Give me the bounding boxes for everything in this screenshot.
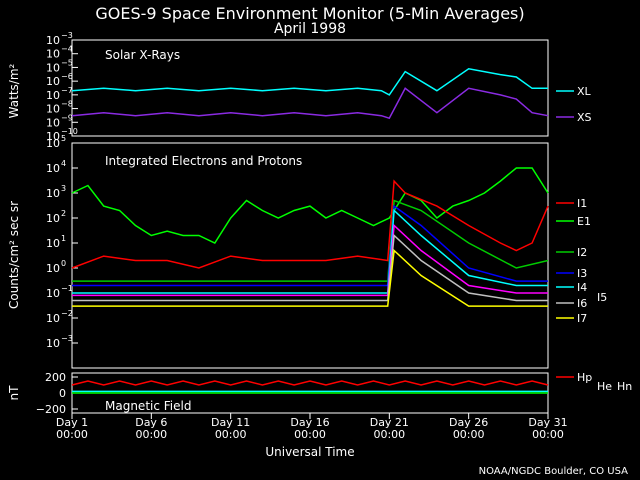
y-tick-exponent: −2 (61, 309, 73, 318)
legend-I7: I7 (577, 312, 587, 325)
x-tick-label-time: 00:00 (453, 428, 485, 441)
y-tick-exponent: −1 (61, 284, 73, 293)
y-tick-label: 10 (46, 162, 60, 175)
particle-series (71, 167, 549, 307)
xray-ylabel: Watts/m² (7, 63, 21, 118)
y-tick-exponent: 1 (61, 234, 66, 243)
y-tick-exponent: 4 (61, 159, 66, 168)
y-tick-exponent: 0 (61, 259, 66, 268)
x-tick-label-time: 00:00 (294, 428, 326, 441)
y-tick-exponent: −4 (61, 45, 73, 54)
legend-XL: XL (577, 85, 592, 98)
y-tick-label: 10 (46, 137, 60, 150)
x-tick-label-time: 00:00 (215, 428, 247, 441)
y-tick-exponent: 3 (61, 184, 66, 193)
legend-Hp: Hp (577, 371, 592, 384)
x-tick-label: Day 21 (370, 416, 409, 429)
x-tick-label: Day 11 (211, 416, 250, 429)
series-E1 (71, 167, 549, 244)
magnetic-panel-label: Magnetic Field (105, 399, 191, 413)
series-I6 (72, 233, 548, 302)
y-tick-label: −200 (36, 403, 66, 416)
series-XL (71, 68, 548, 96)
y-tick-exponent: −8 (61, 100, 73, 109)
magnetic-y-ticks: 200 0 −200 (36, 371, 78, 416)
y-tick-label: 10 (46, 116, 60, 129)
x-tick-label: Day 1 (56, 416, 88, 429)
legend-I1: I1 (577, 197, 587, 210)
y-tick-label: 10 (46, 34, 60, 47)
y-tick-label: 10 (46, 312, 60, 325)
y-tick-label: 200 (45, 371, 66, 384)
legend-XS: XS (577, 111, 592, 124)
series-I2 (72, 199, 549, 282)
x-axis-label: Universal Time (265, 445, 354, 459)
legend-I5: I5 (597, 291, 607, 304)
y-tick-exponent: −7 (61, 86, 73, 95)
xray-series (71, 68, 549, 120)
y-tick-exponent: −5 (61, 58, 73, 67)
magnetic-series (71, 380, 549, 394)
y-tick-label: 10 (46, 262, 60, 275)
series-I1 (71, 179, 549, 269)
y-tick-exponent: 5 (61, 134, 66, 143)
chart-title: GOES-9 Space Environment Monitor (5-Min … (95, 4, 524, 23)
legend-E1: E1 (577, 215, 591, 228)
x-tick-label: Day 31 (528, 416, 567, 429)
xray-panel-label: Solar X-Rays (105, 48, 180, 62)
x-tick-label: Day 16 (290, 416, 329, 429)
magnetic-ylabel: nT (7, 385, 21, 401)
series-Hp (71, 380, 549, 386)
x-tick-label-time: 00:00 (373, 428, 405, 441)
credit-text: NOAA/NGDC Boulder, CO USA (479, 466, 629, 477)
y-tick-label: 10 (46, 103, 60, 116)
legend-I4: I4 (577, 281, 587, 294)
chart-subtitle: April 1998 (274, 21, 346, 37)
series-I3 (72, 204, 548, 287)
y-tick-exponent: −3 (61, 31, 73, 40)
x-tick-label: Day 26 (449, 416, 488, 429)
x-tick-label-time: 00:00 (135, 428, 167, 441)
y-tick-exponent: 2 (61, 209, 66, 218)
series-I7 (72, 248, 548, 307)
legend-I6: I6 (577, 297, 587, 310)
x-tick-label: Day 6 (135, 416, 167, 429)
y-tick-exponent: −10 (61, 127, 78, 136)
y-tick-label: 10 (46, 89, 60, 102)
x-tick-label-time: 00:00 (532, 428, 564, 441)
legend-I2: I2 (577, 246, 587, 259)
y-tick-exponent: −3 (61, 334, 73, 343)
particle-panel-frame (71, 142, 549, 369)
x-tick-label-time: 00:00 (56, 428, 88, 441)
particle-ylabel: Counts/cm² sec sr (7, 201, 21, 309)
y-tick-exponent: −9 (61, 113, 73, 122)
y-tick-label: 10 (46, 237, 60, 250)
y-tick-label: 10 (46, 212, 60, 225)
legend-Hn: Hn (617, 380, 632, 393)
y-tick-label: 10 (46, 287, 60, 300)
y-tick-label: 10 (46, 61, 60, 74)
particle-panel-label: Integrated Electrons and Protons (105, 154, 302, 168)
y-tick-label: 10 (46, 48, 60, 61)
legend-He: He (597, 380, 612, 393)
series-XS (71, 87, 549, 120)
legend-I3: I3 (577, 267, 587, 280)
xray-y-ticks: 10−310−410−510−610−710−810−910−10 (46, 31, 78, 143)
y-tick-label: 10 (46, 130, 60, 143)
y-tick-exponent: −6 (61, 72, 73, 81)
y-tick-label: 10 (46, 75, 60, 88)
y-tick-label: 10 (46, 187, 60, 200)
y-tick-label: 0 (59, 387, 66, 400)
y-tick-label: 10 (46, 337, 60, 350)
